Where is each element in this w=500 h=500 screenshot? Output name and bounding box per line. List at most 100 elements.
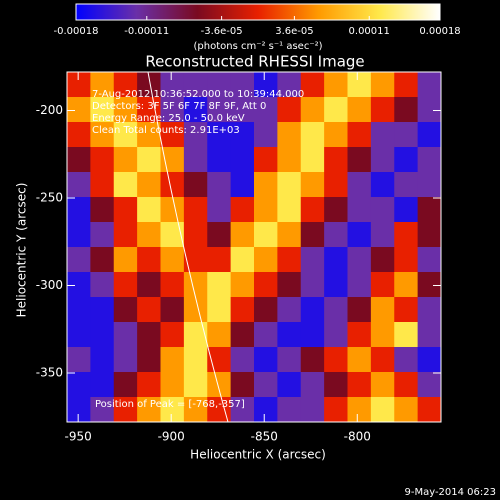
timestamp: 9-May-2014 06:23 <box>404 487 496 498</box>
heatmap-cell <box>394 347 419 373</box>
heatmap-cell <box>277 197 302 223</box>
colorbar-label: (photons cm⁻² s⁻¹ asec⁻²) <box>193 41 322 52</box>
heatmap-cell <box>277 172 302 198</box>
heatmap-cell <box>394 297 419 323</box>
heatmap-cell <box>113 397 138 422</box>
heatmap-cell <box>277 147 302 173</box>
heatmap-cell <box>230 72 255 98</box>
heatmap-cell <box>67 197 91 223</box>
heatmap-cell <box>230 372 255 398</box>
y-axis-label: Heliocentric Y (arcsec) <box>15 183 29 318</box>
heatmap-cell <box>300 147 325 173</box>
heatmap-cell <box>160 297 185 323</box>
heatmap-cell <box>277 322 302 348</box>
heatmap-cell <box>230 147 255 173</box>
heatmap-cell <box>347 197 372 223</box>
heatmap-cell <box>300 197 325 223</box>
heatmap-cell <box>160 372 185 398</box>
heatmap-cell <box>67 122 91 148</box>
heatmap-cell <box>324 222 348 248</box>
heatmap-cell <box>277 297 302 323</box>
heatmap-cell <box>300 247 325 273</box>
heatmap-cell <box>137 72 161 98</box>
heatmap-cell <box>230 272 255 298</box>
heatmap-cell <box>300 222 325 248</box>
colorbar-tick-label: 0.00018 <box>419 26 460 37</box>
heatmap-cell <box>254 247 278 273</box>
heatmap-cell <box>183 397 208 422</box>
heatmap-cell <box>417 122 441 148</box>
heatmap-cell <box>183 247 208 273</box>
annotation: 7-Aug-2012 10:36:52.000 to 10:39:44.000 <box>92 89 304 100</box>
heatmap-cell <box>207 222 232 248</box>
heatmap-cell <box>370 147 395 173</box>
heatmap-cell <box>137 122 161 148</box>
heatmap-cell <box>113 72 138 98</box>
heatmap-cell <box>324 147 348 173</box>
heatmap-cell <box>183 272 208 298</box>
heatmap-cell <box>207 72 232 98</box>
heatmap-cell <box>394 247 419 273</box>
chart-title: Reconstructed RHESSI Image <box>145 53 364 71</box>
heatmap-cell <box>347 122 372 148</box>
heatmap-cell <box>90 72 115 98</box>
heatmap-cell <box>277 72 302 98</box>
heatmap-cell <box>370 72 395 98</box>
heatmap-cell <box>254 147 278 173</box>
x-tick-label: -850 <box>251 430 278 444</box>
heatmap-cell <box>207 197 232 223</box>
heatmap-cell <box>137 347 161 373</box>
heatmap-cell <box>277 97 302 123</box>
heatmap-cell <box>137 147 161 173</box>
heatmap-cell <box>113 297 138 323</box>
heatmap-cell <box>277 347 302 373</box>
x-tick-label: -900 <box>158 430 185 444</box>
heatmap-cell <box>67 222 91 248</box>
heatmap-cell <box>160 172 185 198</box>
heatmap-cell <box>67 297 91 323</box>
solar-limb <box>147 72 229 422</box>
heatmap-cell <box>90 372 115 398</box>
heatmap-cell <box>324 322 348 348</box>
heatmap-cell <box>90 172 115 198</box>
heatmap-cell <box>324 247 348 273</box>
heatmap-cell <box>254 222 278 248</box>
heatmap-cell <box>394 122 419 148</box>
heatmap-cell <box>160 347 185 373</box>
heatmap-cell <box>90 147 115 173</box>
heatmap-cell <box>160 147 185 173</box>
heatmap-cell <box>160 122 185 148</box>
heatmap-cell <box>207 272 232 298</box>
heatmap-cell <box>300 372 325 398</box>
heatmap-cell <box>207 122 232 148</box>
heatmap-cell <box>300 72 325 98</box>
heatmap-cell <box>370 347 395 373</box>
heatmap-cell <box>394 147 419 173</box>
heatmap-cell <box>67 147 91 173</box>
heatmap-cell <box>90 347 115 373</box>
heatmap-cell <box>300 272 325 298</box>
heatmap-cell <box>67 322 91 348</box>
heatmap-cell <box>347 397 372 422</box>
heatmap-cell <box>277 122 302 148</box>
heatmap-cell <box>324 372 348 398</box>
heatmap-cell <box>347 147 372 173</box>
heatmap-cell <box>230 347 255 373</box>
heatmap-cell <box>254 97 278 123</box>
heatmap-cell <box>417 172 441 198</box>
heatmap-cell <box>90 97 115 123</box>
heatmap-cell <box>394 97 419 123</box>
heatmap-cell <box>370 197 395 223</box>
heatmap-cell <box>347 297 372 323</box>
heatmap-cell <box>370 297 395 323</box>
heatmap-cell <box>137 172 161 198</box>
annotation: Detectors: 3F 5F 6F 7F 8F 9F, Att 0 <box>92 101 266 112</box>
heatmap-cell <box>347 272 372 298</box>
annotation: Position of Peak = [-768,-357] <box>95 399 245 410</box>
heatmap-cell <box>277 222 302 248</box>
heatmap-cell <box>347 222 372 248</box>
heatmap-cell <box>113 97 138 123</box>
heatmap-cell <box>394 222 419 248</box>
